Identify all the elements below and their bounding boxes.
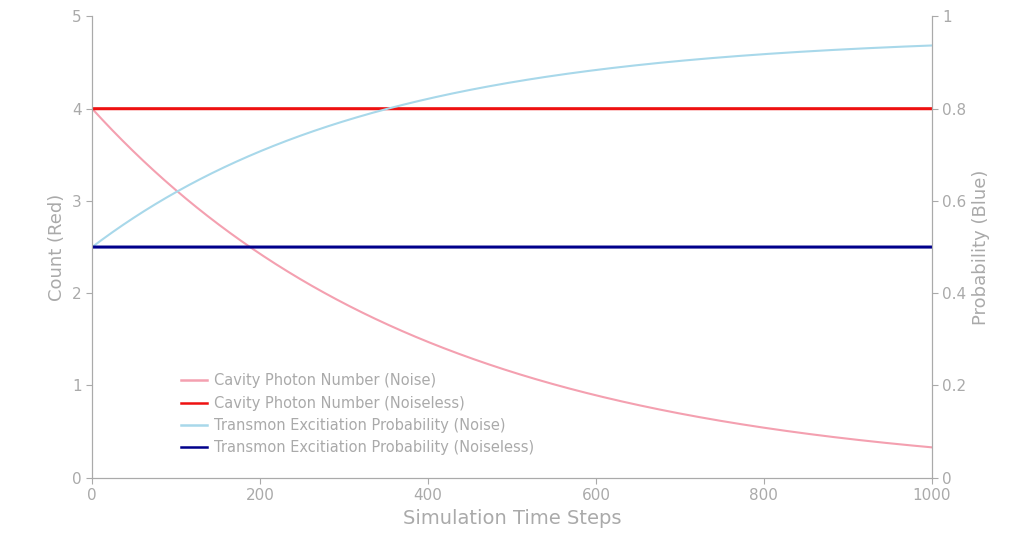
Cavity Photon Number (Noise) (408, 333, 420, 339)
Cavity Photon Number (Noise) (909, 442, 922, 449)
Cavity Photon Number (Noiseless) (182, 105, 195, 112)
Transmon Excitiation Probability (Noiseless) (408, 244, 420, 250)
Transmon Excitiation Probability (Noiseless) (231, 244, 244, 250)
Legend: Cavity Photon Number (Noise), Cavity Photon Number (Noiseless), Transmon Excitia: Cavity Photon Number (Noise), Cavity Pho… (175, 368, 541, 461)
Cavity Photon Number (Noise) (182, 197, 195, 204)
Transmon Excitiation Probability (Noise) (926, 42, 938, 49)
Transmon Excitiation Probability (Noise) (819, 47, 831, 54)
Transmon Excitiation Probability (Noiseless) (819, 244, 831, 250)
Cavity Photon Number (Noiseless) (819, 105, 831, 112)
Cavity Photon Number (Noise) (444, 348, 457, 354)
X-axis label: Simulation Time Steps: Simulation Time Steps (402, 508, 622, 528)
Line: Cavity Photon Number (Noise): Cavity Photon Number (Noise) (92, 109, 932, 447)
Line: Transmon Excitiation Probability (Noise): Transmon Excitiation Probability (Noise) (92, 46, 932, 247)
Transmon Excitiation Probability (Noiseless) (86, 244, 98, 250)
Transmon Excitiation Probability (Noise) (86, 244, 98, 250)
Transmon Excitiation Probability (Noise) (909, 43, 922, 49)
Transmon Excitiation Probability (Noiseless) (909, 244, 922, 250)
Cavity Photon Number (Noise) (819, 433, 831, 439)
Transmon Excitiation Probability (Noise) (182, 182, 195, 189)
Cavity Photon Number (Noiseless) (86, 105, 98, 112)
Transmon Excitiation Probability (Noiseless) (182, 244, 195, 250)
Cavity Photon Number (Noise) (231, 235, 244, 242)
Cavity Photon Number (Noiseless) (408, 105, 420, 112)
Transmon Excitiation Probability (Noiseless) (444, 244, 457, 250)
Y-axis label: Count (Red): Count (Red) (48, 193, 67, 301)
Cavity Photon Number (Noiseless) (444, 105, 457, 112)
Cavity Photon Number (Noiseless) (231, 105, 244, 112)
Transmon Excitiation Probability (Noise) (231, 158, 244, 164)
Cavity Photon Number (Noiseless) (926, 105, 938, 112)
Transmon Excitiation Probability (Noise) (444, 91, 457, 97)
Y-axis label: Probability (Blue): Probability (Blue) (972, 169, 990, 325)
Cavity Photon Number (Noiseless) (909, 105, 922, 112)
Cavity Photon Number (Noise) (86, 105, 98, 112)
Transmon Excitiation Probability (Noise) (408, 99, 420, 105)
Cavity Photon Number (Noise) (926, 444, 938, 451)
Transmon Excitiation Probability (Noiseless) (926, 244, 938, 250)
